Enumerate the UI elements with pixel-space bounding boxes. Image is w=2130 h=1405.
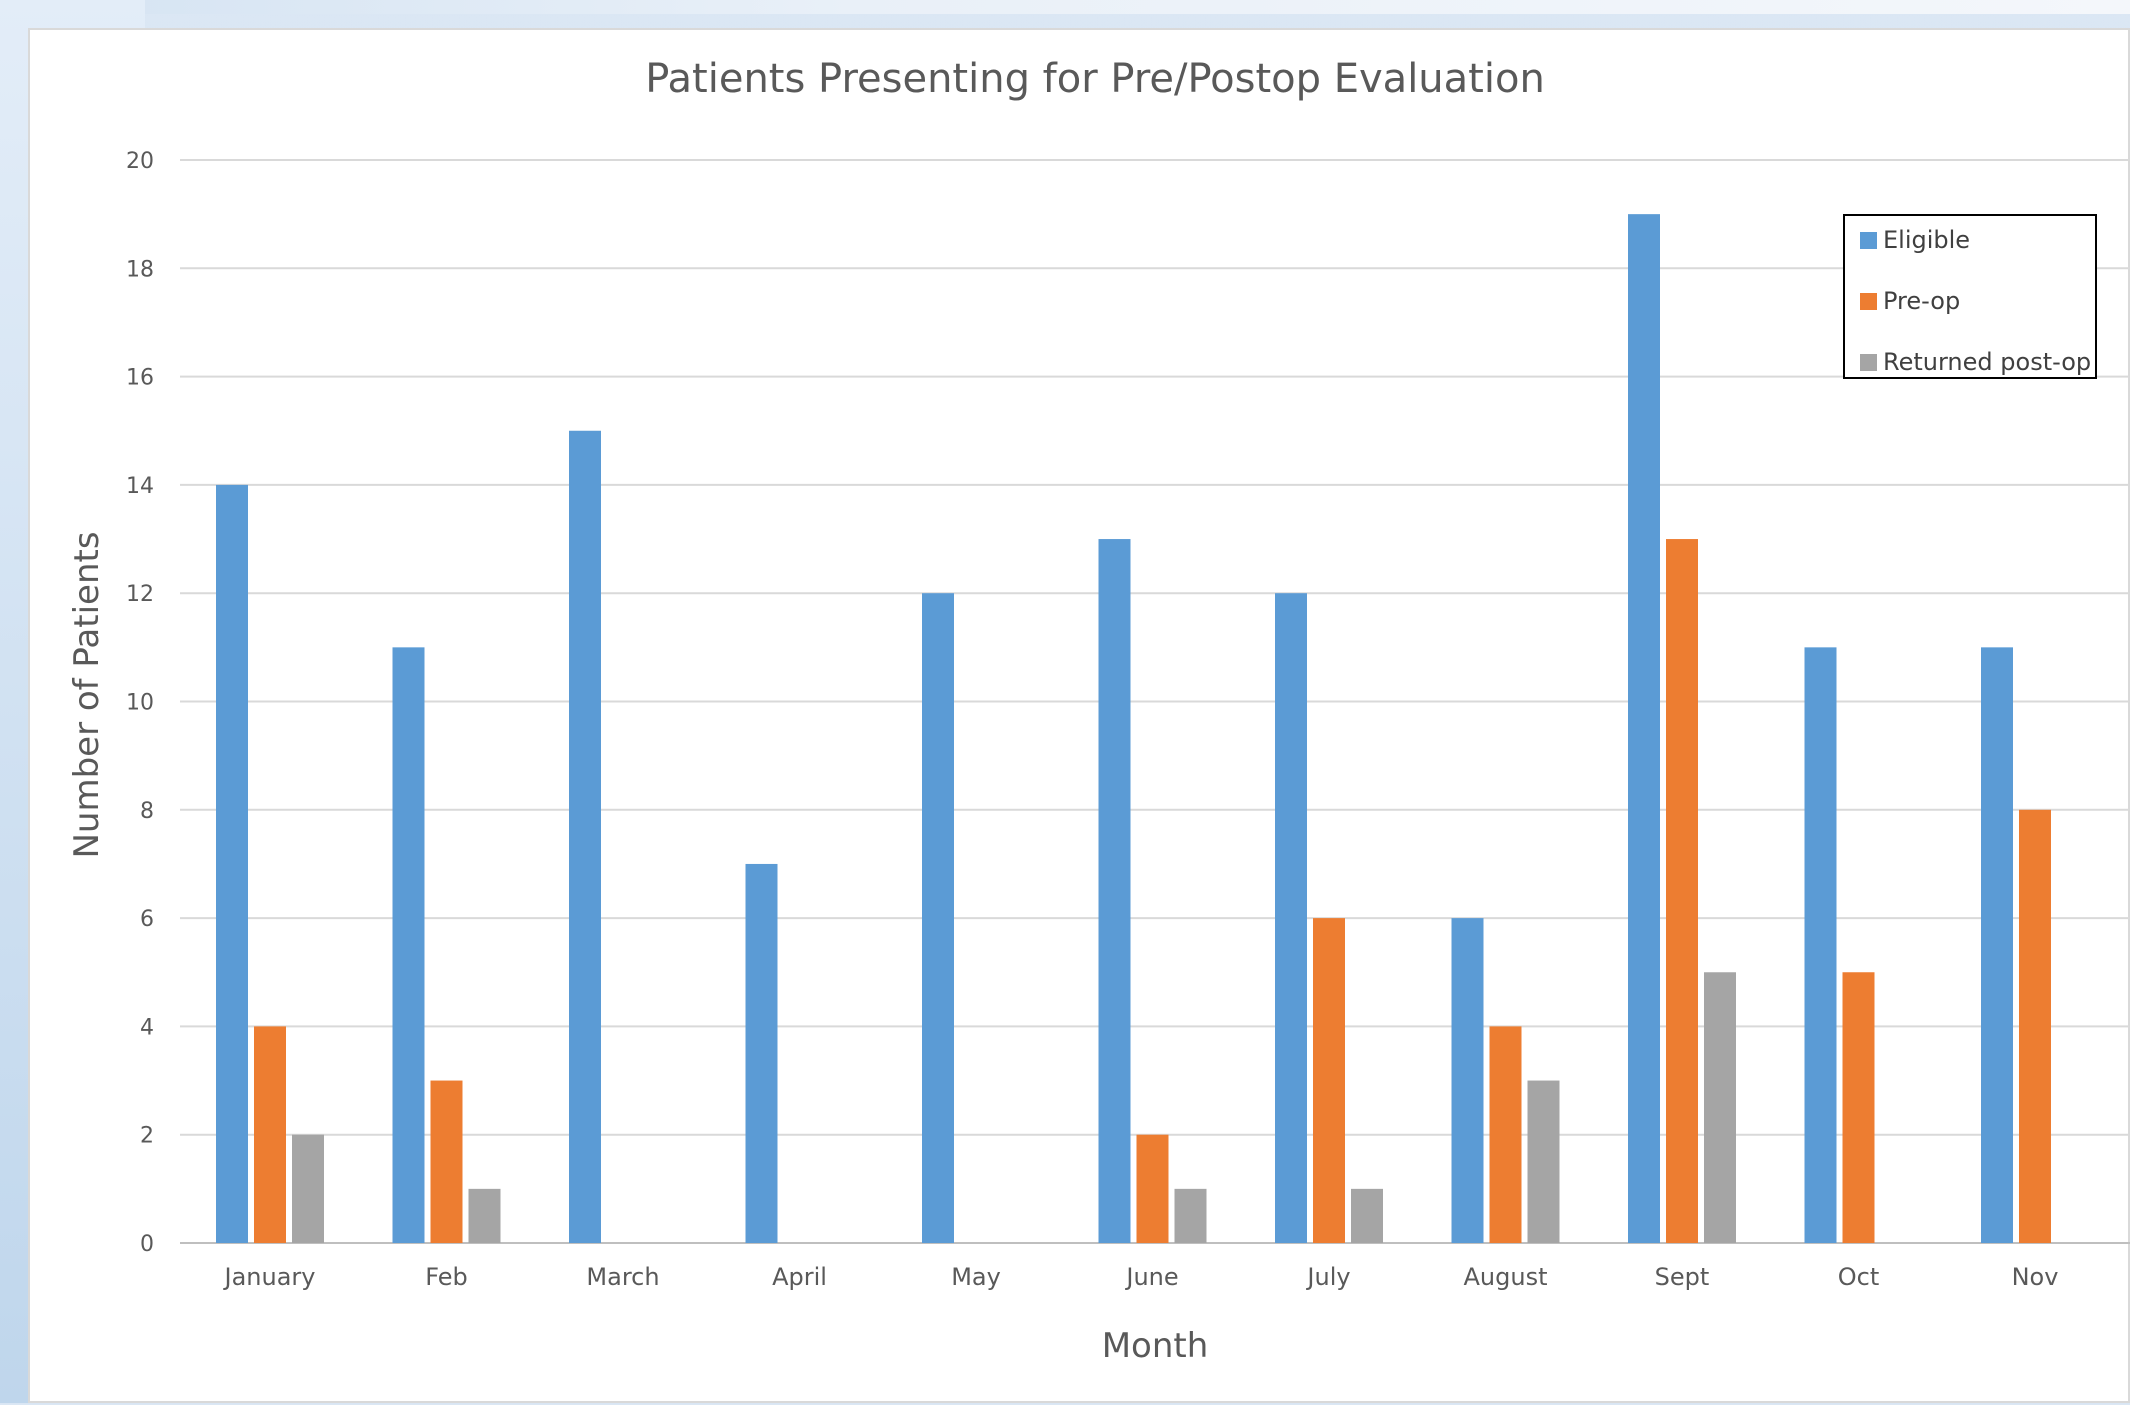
- y-tick-label: 12: [126, 582, 154, 607]
- legend-swatch: [1860, 354, 1877, 371]
- x-tick-label: March: [586, 1263, 659, 1291]
- x-axis-title: Month: [1102, 1326, 1209, 1366]
- bar-eligible-august: [1451, 918, 1484, 1243]
- bar-returned-post-op-july: [1351, 1188, 1383, 1243]
- bar-eligible-may: [922, 593, 954, 1243]
- window-top-strip: [0, 0, 2130, 14]
- legend-swatch: [1860, 232, 1877, 249]
- bar-pre-op-feb: [430, 1080, 463, 1243]
- bar-returned-post-op-january: [292, 1134, 324, 1243]
- bar-eligible-oct: [1804, 647, 1837, 1243]
- x-tick-label: Nov: [2012, 1263, 2059, 1291]
- bar-pre-op-august: [1489, 1026, 1522, 1243]
- legend: Eligible Pre-op Returned post-op: [1843, 214, 2097, 379]
- y-tick-label: 16: [126, 366, 154, 391]
- bar-pre-op-nov: [2019, 809, 2051, 1243]
- bar-returned-post-op-sept: [1704, 972, 1736, 1243]
- bar-returned-post-op-august: [1527, 1080, 1560, 1243]
- bar-eligible-march: [569, 430, 601, 1243]
- gridlines: [180, 159, 2130, 1244]
- y-tick-label: 2: [140, 1124, 154, 1149]
- chart-title: Patients Presenting for Pre/Postop Evalu…: [645, 56, 1545, 102]
- x-tick-label: July: [1305, 1263, 1350, 1291]
- x-tick-label: May: [951, 1263, 1001, 1291]
- bar-pre-op-sept: [1666, 539, 1698, 1243]
- y-tick-label: 6: [140, 907, 154, 932]
- y-tick-label: 14: [126, 474, 154, 499]
- x-tick-label: June: [1124, 1263, 1178, 1291]
- legend-label: Returned post-op: [1883, 348, 2091, 376]
- y-tick-label: 20: [126, 149, 154, 174]
- legend-label: Eligible: [1883, 226, 1970, 254]
- bar-eligible-january: [216, 484, 248, 1243]
- x-tick-label: Sept: [1655, 1263, 1710, 1291]
- legend-box: [1843, 214, 2097, 379]
- bars: [216, 214, 2051, 1243]
- bar-returned-post-op-feb: [468, 1188, 501, 1243]
- bar-eligible-july: [1275, 593, 1307, 1243]
- bar-eligible-april: [745, 863, 778, 1243]
- y-tick-label: 4: [140, 1015, 154, 1040]
- x-tick-label: Feb: [425, 1263, 468, 1291]
- x-tick-label: January: [223, 1263, 316, 1291]
- bar-eligible-feb: [392, 647, 425, 1243]
- y-tick-label: 0: [140, 1232, 154, 1257]
- y-tick-label: 18: [126, 257, 154, 282]
- bar-pre-op-july: [1313, 918, 1345, 1243]
- y-tick-label: 8: [140, 799, 154, 824]
- y-tick-label: 10: [126, 691, 154, 716]
- bar-eligible-june: [1098, 539, 1131, 1243]
- bar-eligible-sept: [1628, 214, 1660, 1243]
- bar-pre-op-june: [1136, 1134, 1169, 1243]
- bar-chart: 0 2 4 6 8 10 12 14 16 18 20 January Feb March April May…: [67, 56, 2130, 1366]
- y-axis-title: Number of Patients: [67, 531, 107, 858]
- chart-area: 0 2 4 6 8 10 12 14 16 18 20 January Feb March April May…: [28, 28, 2130, 1403]
- legend-label: Pre-op: [1883, 287, 1960, 315]
- legend-swatch: [1860, 293, 1877, 310]
- bar-eligible-nov: [1981, 647, 2013, 1243]
- bar-pre-op-oct: [1842, 972, 1875, 1243]
- bar-returned-post-op-june: [1174, 1188, 1207, 1243]
- x-tick-label: April: [772, 1263, 827, 1291]
- axes: 0 2 4 6 8 10 12 14 16 18 20 January Feb March April May…: [126, 149, 2058, 1291]
- bar-pre-op-january: [254, 1026, 286, 1243]
- x-tick-label: Oct: [1838, 1263, 1880, 1291]
- x-tick-label: August: [1464, 1263, 1548, 1291]
